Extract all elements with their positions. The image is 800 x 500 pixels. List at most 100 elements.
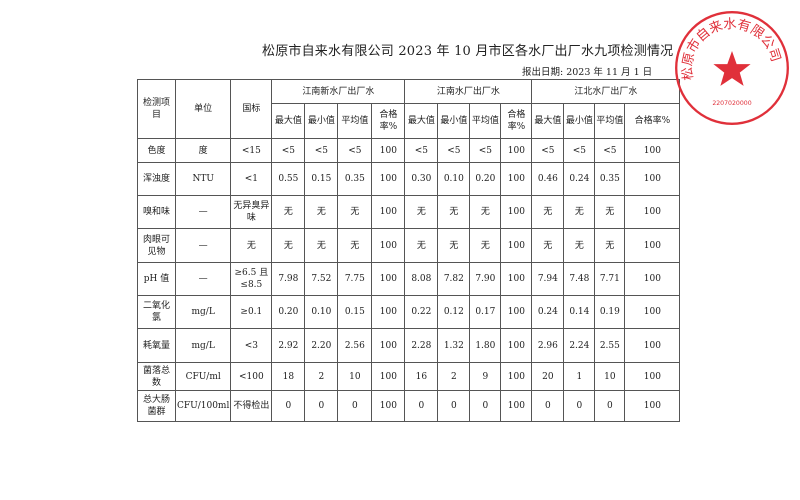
cell-value: 2.24 [563, 328, 596, 363]
cell-value: 0 [563, 390, 596, 422]
cell-value: 1.32 [437, 328, 471, 363]
cell-standard: <3 [230, 328, 273, 363]
cell-value: 100 [624, 195, 681, 229]
cell-value: 0.24 [563, 162, 596, 196]
cell-value: 0.15 [304, 162, 339, 196]
cell-value: 100 [500, 228, 533, 263]
cell-value: 0 [469, 390, 502, 422]
header-sub: 最小值 [304, 103, 339, 139]
cell-value: 0.24 [531, 295, 565, 329]
cell-unit: mg/L [174, 295, 232, 329]
cell-value: 2.20 [304, 328, 339, 363]
cell-value: 0 [271, 390, 306, 422]
cell-standard: ≥6.5 且≤8.5 [230, 262, 273, 296]
cell-standard: 不得检出 [230, 390, 273, 422]
cell-value: 7.48 [563, 262, 596, 296]
cell-value: 0.20 [271, 295, 306, 329]
cell-value: 7.52 [304, 262, 339, 296]
cell-value: 无 [437, 228, 471, 263]
cell-value: 无 [594, 228, 626, 263]
cell-value: 8.08 [404, 262, 439, 296]
cell-value: 0 [437, 390, 471, 422]
cell-value: 无 [469, 195, 502, 229]
cell-value: 100 [371, 262, 406, 296]
cell-value: 无 [563, 195, 596, 229]
cell-value: 2.55 [594, 328, 626, 363]
cell-item: 色度 [137, 138, 176, 163]
cell-value: 100 [500, 390, 533, 422]
header-plant: 江北水厂出厂水 [531, 79, 681, 104]
cell-value: 0.19 [594, 295, 626, 329]
cell-value: 100 [371, 390, 406, 422]
cell-standard: 无异臭异味 [230, 195, 273, 229]
cell-value: 无 [337, 228, 373, 263]
cell-value: 0 [404, 390, 439, 422]
cell-value: 100 [371, 228, 406, 263]
cell-value: 100 [624, 162, 681, 196]
cell-item: 肉眼可见物 [137, 228, 176, 263]
table-row: 肉眼可见物 — 无无无无 100 无无无 100 无无无 100 [137, 228, 681, 263]
cell-value: <5 [404, 138, 439, 163]
cell-unit: CFU/100ml [174, 390, 232, 422]
header-sub: 合格率% [371, 103, 406, 139]
cell-value: 100 [371, 362, 406, 391]
cell-value: 无 [271, 228, 306, 263]
cell-value: 100 [371, 138, 406, 163]
cell-value: 7.98 [271, 262, 306, 296]
table-row: 总大肠菌群 CFU/100ml 不得检出 0 0 0 100 0 0 0 100 0 0 0 100 [137, 390, 681, 422]
cell-standard: <1 [230, 162, 273, 196]
cell-standard: 无 [230, 228, 273, 263]
table-row: 耗氧量 mg/L <3 2.92 2.20 2.56 100 2.28 1.32 1.80 100 2… [137, 328, 681, 363]
table-row: 嗅和味 — 无异臭异味无无无 100 无无无 100 无无无 100 [137, 195, 681, 229]
cell-value: 无 [304, 228, 339, 263]
document-title: 松原市自来水有限公司 2023 年 10 月市区各水厂出厂水九项检测情况 [262, 44, 674, 59]
cell-value: 0.46 [531, 162, 565, 196]
cell-value: <5 [304, 138, 339, 163]
cell-value: 0 [304, 390, 339, 422]
cell-value: 100 [500, 138, 533, 163]
header-sub: 最大值 [271, 103, 306, 139]
cell-value: 7.71 [594, 262, 626, 296]
cell-value: 7.75 [337, 262, 373, 296]
cell-standard: ≥0.1 [230, 295, 273, 329]
cell-value: 0.12 [437, 295, 471, 329]
cell-item: 耗氧量 [137, 328, 176, 363]
cell-value: 9 [469, 362, 502, 391]
cell-value: 100 [371, 162, 406, 196]
cell-value: <5 [563, 138, 596, 163]
cell-unit: CFU/ml [174, 362, 232, 391]
cell-item: 嗅和味 [137, 195, 176, 229]
cell-standard: <15 [230, 138, 273, 163]
header-sub: 平均值 [594, 103, 626, 139]
header-plant: 江南水厂出厂水 [404, 79, 533, 104]
header-sub: 最小值 [437, 103, 471, 139]
cell-value: 无 [469, 228, 502, 263]
cell-value: 0.14 [563, 295, 596, 329]
cell-value: 100 [500, 162, 533, 196]
cell-value: 2.96 [531, 328, 565, 363]
table-row: pH 值 — ≥6.5 且≤8.5 7.98 7.52 7.75 100 8.08 7.82 7.… [137, 262, 681, 296]
cell-value: 100 [500, 195, 533, 229]
cell-standard: <100 [230, 362, 273, 391]
cell-value: 100 [500, 328, 533, 363]
cell-value: 20 [531, 362, 565, 391]
cell-value: 1 [563, 362, 596, 391]
svg-text:松原市自来水有限公司: 松原市自来水有限公司 [679, 16, 783, 81]
cell-value: 100 [371, 328, 406, 363]
cell-value: 7.94 [531, 262, 565, 296]
cell-value: 10 [337, 362, 373, 391]
header-sub: 最小值 [563, 103, 596, 139]
cell-value: 7.82 [437, 262, 471, 296]
cell-value: 100 [624, 262, 681, 296]
cell-item: 浑浊度 [137, 162, 176, 196]
cell-value: 0.20 [469, 162, 502, 196]
header-plant: 江南新水厂出厂水 [271, 79, 406, 104]
table-row: 色度度 <15 <5 <5 <5 100 <5 <5 <5 100 <5 <5 <5 100 [137, 138, 681, 163]
cell-value: 0.35 [594, 162, 626, 196]
header-sub: 最大值 [531, 103, 565, 139]
cell-value: 100 [500, 362, 533, 391]
cell-item: pH 值 [137, 262, 176, 296]
cell-value: 0 [337, 390, 373, 422]
cell-value: 2 [437, 362, 471, 391]
header-sub: 最大值 [404, 103, 439, 139]
